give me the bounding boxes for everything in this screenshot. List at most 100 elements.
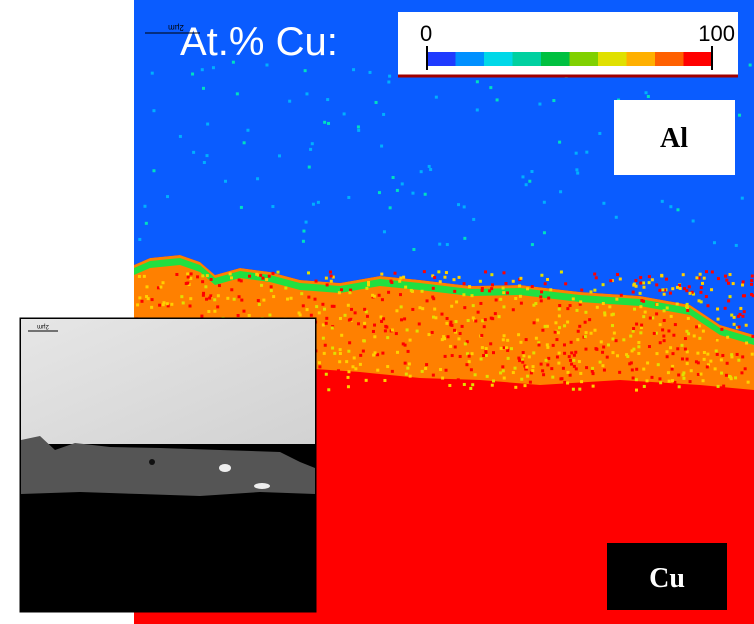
speckle-dot	[546, 278, 549, 281]
speckle-dot	[502, 305, 505, 308]
speckle-dot	[480, 358, 483, 361]
speckle-dot	[481, 289, 484, 292]
speckle-dot	[189, 297, 192, 300]
speckle-dot	[676, 208, 679, 211]
speckle-dot	[671, 365, 674, 368]
speckle-dot	[151, 72, 154, 75]
speckle-dot	[450, 305, 453, 308]
speckle-dot	[382, 317, 385, 320]
speckle-dot	[518, 284, 521, 287]
speckle-dot	[564, 282, 567, 285]
speckle-dot	[637, 352, 640, 355]
speckle-dot	[572, 388, 575, 391]
speckle-dot	[514, 367, 517, 370]
speckle-dot	[720, 358, 723, 361]
speckle-dot	[206, 154, 209, 157]
speckle-dot	[440, 313, 443, 316]
speckle-dot	[586, 388, 589, 391]
speckle-dot	[695, 325, 698, 328]
speckle-dot	[632, 330, 635, 333]
speckle-dot	[688, 285, 691, 288]
speckle-dot	[648, 275, 651, 278]
speckle-dot	[372, 330, 375, 333]
speckle-dot	[229, 272, 232, 275]
speckle-dot	[730, 353, 733, 356]
speckle-dot	[736, 353, 739, 356]
speckle-dot	[725, 279, 728, 282]
speckle-dot	[318, 361, 321, 364]
speckle-dot	[558, 352, 561, 355]
speckle-dot	[337, 369, 340, 372]
speckle-dot	[490, 287, 493, 290]
speckle-dot	[687, 332, 690, 335]
speckle-dot	[611, 337, 614, 340]
speckle-dot	[538, 343, 541, 346]
speckle-dot	[485, 347, 488, 350]
speckle-dot	[532, 365, 535, 368]
speckle-dot	[404, 286, 407, 289]
speckle-dot	[501, 365, 504, 368]
speckle-dot	[681, 357, 684, 360]
speckle-dot	[306, 308, 309, 311]
speckle-dot	[158, 304, 161, 307]
speckle-dot	[236, 92, 239, 95]
speckle-dot	[445, 322, 448, 325]
speckle-dot	[348, 291, 351, 294]
speckle-dot	[521, 175, 524, 178]
speckle-dot	[196, 275, 199, 278]
speckle-dot	[480, 334, 483, 337]
speckle-dot	[437, 270, 440, 273]
speckle-dot	[344, 314, 347, 317]
speckle-dot	[216, 305, 219, 308]
speckle-dot	[673, 385, 676, 388]
speckle-dot	[202, 87, 205, 90]
speckle-dot	[715, 349, 718, 352]
speckle-dot	[145, 295, 148, 298]
speckle-dot	[481, 346, 484, 349]
speckle-dot	[409, 339, 412, 342]
speckle-dot	[324, 344, 327, 347]
speckle-dot	[639, 331, 642, 334]
speckle-dot	[230, 288, 233, 291]
speckle-dot	[491, 283, 494, 286]
speckle-dot	[615, 339, 618, 342]
speckle-dot	[646, 361, 649, 364]
speckle-dot	[409, 375, 412, 378]
speckle-dot	[637, 345, 640, 348]
speckle-dot	[686, 362, 689, 365]
speckle-dot	[741, 284, 744, 287]
speckle-dot	[424, 367, 427, 370]
speckle-dot	[547, 297, 550, 300]
speckle-dot	[540, 274, 543, 277]
speckle-dot	[659, 341, 662, 344]
speckle-dot	[655, 283, 658, 286]
speckle-dot	[468, 355, 471, 358]
speckle-dot	[572, 359, 575, 362]
speckle-dot	[632, 284, 635, 287]
speckle-dot	[507, 357, 510, 360]
speckle-dot	[616, 354, 619, 357]
speckle-dot	[371, 294, 374, 297]
speckle-dot	[380, 145, 383, 148]
speckle-dot	[469, 387, 472, 390]
speckle-dot	[670, 315, 673, 318]
speckle-dot	[175, 273, 178, 276]
speckle-dot	[395, 332, 398, 335]
speckle-dot	[588, 318, 591, 321]
speckle-dot	[270, 289, 273, 292]
speckle-dot	[512, 280, 515, 283]
speckle-dot	[729, 273, 732, 276]
speckle-dot	[671, 287, 674, 290]
speckle-dot	[514, 297, 517, 300]
speckle-dot	[703, 358, 706, 361]
speckle-dot	[323, 121, 326, 124]
speckle-dot	[499, 371, 502, 374]
speckle-dot	[451, 354, 454, 357]
speckle-dot	[716, 353, 719, 356]
speckle-dot	[237, 314, 240, 317]
speckle-dot	[661, 288, 664, 291]
speckle-dot	[299, 313, 302, 316]
speckle-dot	[611, 351, 614, 354]
speckle-dot	[751, 274, 754, 277]
speckle-dot	[452, 389, 455, 392]
